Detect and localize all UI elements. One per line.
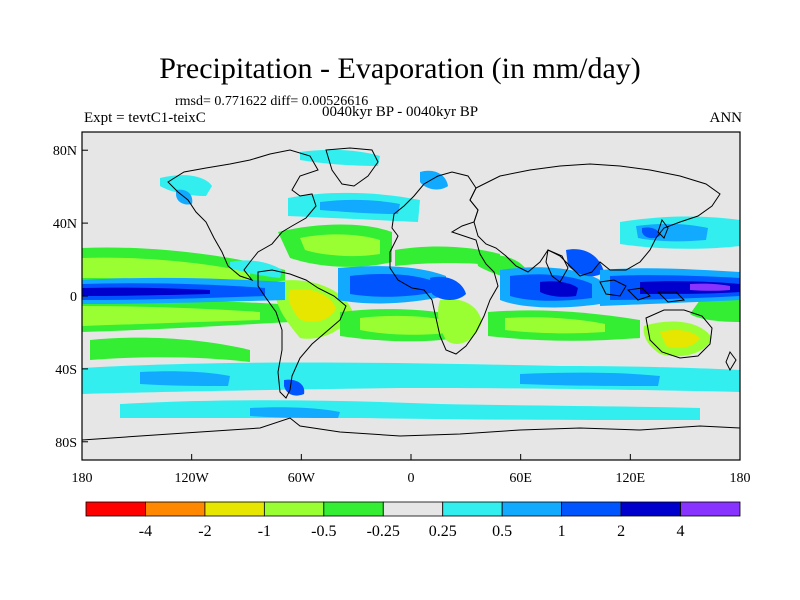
colorbar-swatch	[620, 501, 681, 517]
south-america-yellow	[288, 288, 336, 323]
south-america-coast	[257, 269, 347, 399]
southern-ocean-band-north	[82, 362, 740, 394]
japan-coast	[657, 218, 669, 239]
north-america-coast	[167, 149, 319, 282]
longitude-axis: 180 120W 60W 0 60E 120E 180	[72, 454, 751, 486]
colorbar-swatch	[323, 501, 384, 517]
south-pacific-dry-core	[82, 306, 260, 326]
colorbar-swatch	[85, 501, 146, 517]
north-atlantic-dry-core	[300, 234, 380, 257]
colorbar-swatch	[204, 501, 265, 517]
europe-africa-coast	[389, 171, 499, 355]
warm-pool-max	[690, 283, 730, 291]
lon-tick-label: 60E	[509, 471, 532, 486]
south-atlantic-yellow	[360, 315, 455, 335]
colorbar: -4 -2 -1 -0.5 -0.25 0.25 0.5 1 2 4	[85, 501, 741, 540]
lon-tick-label: 120E	[616, 471, 646, 486]
period-label: 0040kyr BP - 0040kyr BP	[322, 104, 479, 120]
new-zealand-coast	[725, 350, 737, 372]
experiment-label: Expt = tevtC1-teixC	[84, 110, 206, 126]
antarctica-coast	[82, 417, 740, 441]
colorbar-label: 1	[558, 523, 566, 540]
north-pacific-yellow-core	[82, 257, 250, 282]
alaska-wet	[160, 175, 212, 196]
chart-title: Precipitation - Evaporation (in mm/day)	[159, 52, 641, 85]
lat-tick-label: 40N	[53, 217, 77, 232]
australia-coast	[645, 309, 713, 359]
stats-line: rmsd= 0.771622 diff= 0.00526616	[175, 94, 369, 109]
colorbar-swatch	[501, 501, 563, 517]
colorbar-swatch	[145, 501, 206, 517]
greenland-coast	[325, 147, 379, 187]
lat-tick-label: 80N	[53, 144, 77, 159]
colorbar-swatch	[680, 501, 741, 517]
southern-africa-dry	[438, 298, 482, 344]
colorbar-label: 4	[677, 523, 685, 540]
pacific-itcz-core	[82, 287, 210, 296]
maritime-continent-coast	[599, 279, 686, 303]
coastlines	[82, 147, 740, 441]
lon-tick-label: 180	[730, 471, 751, 486]
lat-tick-label: 40S	[55, 363, 77, 378]
colorbar-swatch	[263, 501, 325, 517]
southern-ocean-core-east	[520, 372, 660, 386]
arctic-wet	[300, 149, 380, 166]
lon-tick-label: 60W	[288, 471, 316, 486]
colorbar-label: 0.25	[429, 523, 457, 540]
colorbar-label: -2	[198, 523, 211, 540]
indian-ocean-wet-core	[540, 281, 578, 297]
colorbar-label: 0.5	[492, 523, 512, 540]
lon-tick-label: 0	[408, 471, 415, 486]
latitude-axis: 80N 40N 0 40S 80S	[53, 144, 88, 451]
south-indian-yellow	[505, 317, 605, 334]
pe-contour-fields	[82, 132, 740, 460]
southern-ocean-core-south	[250, 407, 340, 418]
africa-sahel-dry	[395, 246, 500, 266]
lat-tick-label: 0	[70, 290, 77, 305]
colorbar-swatch	[561, 501, 622, 517]
north-atlantic-storm-core	[320, 199, 400, 214]
colorbar-label: -0.5	[311, 523, 336, 540]
colorbar-swatch	[442, 501, 503, 517]
south-pacific-dry-arm	[90, 337, 250, 362]
australia-yellow	[660, 330, 700, 348]
japan-wet	[642, 227, 660, 239]
lon-tick-label: 120W	[175, 471, 210, 486]
asia-coast	[469, 163, 721, 277]
season-label: ANN	[709, 110, 743, 126]
atlantic-itcz-core	[350, 274, 436, 297]
colorbar-label: -1	[258, 523, 271, 540]
lon-tick-label: 180	[72, 471, 93, 486]
colorbar-swatch	[382, 501, 444, 517]
colorbar-label: -0.25	[367, 523, 400, 540]
southern-ocean-core-west	[140, 371, 230, 386]
east-pacific-wet	[230, 260, 282, 278]
america-hotspot	[317, 298, 329, 308]
lat-tick-label: 80S	[55, 436, 77, 451]
india-coast	[545, 249, 569, 283]
colorbar-label: -4	[139, 523, 152, 540]
central-africa-wet	[430, 276, 466, 300]
colorbar-label: 2	[617, 523, 625, 540]
